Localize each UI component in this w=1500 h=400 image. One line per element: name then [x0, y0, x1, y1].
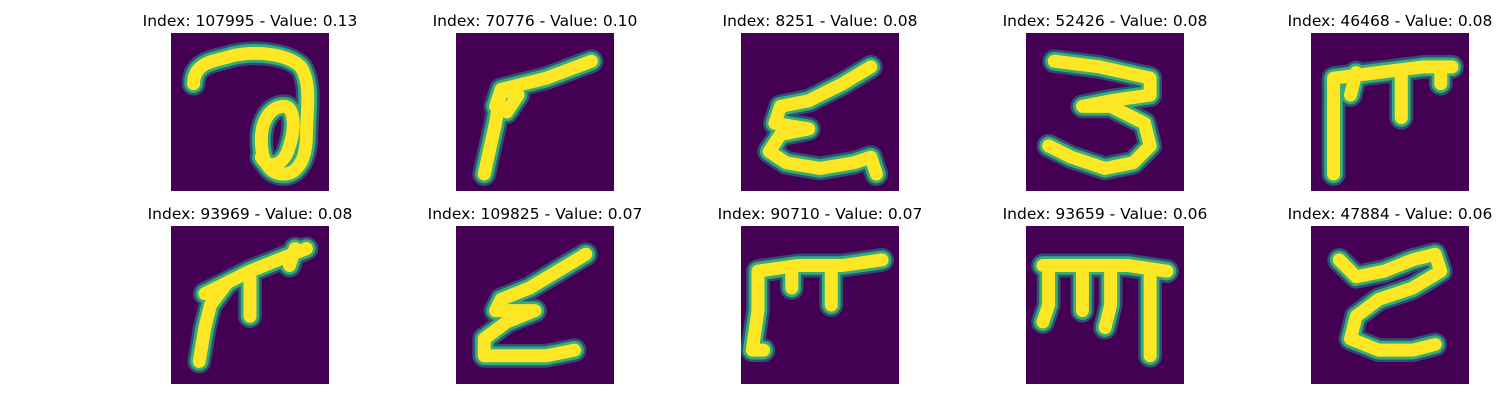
- stroke-core: [477, 54, 598, 181]
- panel-10: Index: 47884 - Value: 0.06: [1260, 204, 1500, 394]
- panel-8: Index: 90710 - Value: 0.07: [690, 204, 950, 394]
- stroke-core: [1332, 247, 1448, 357]
- stroke-core: [1042, 54, 1157, 175]
- stroke-core: [762, 60, 883, 181]
- panel-7: Index: 109825 - Value: 0.07: [405, 204, 665, 394]
- panel-3: Index: 8251 - Value: 0.08: [690, 11, 950, 201]
- stroke-core: [192, 242, 313, 368]
- panel-6: Index: 93969 - Value: 0.08: [120, 204, 380, 394]
- panel-title: Index: 8251 - Value: 0.08: [722, 12, 918, 30]
- panel-title: Index: 107995 - Value: 0.13: [142, 12, 358, 30]
- panel-title: Index: 52426 - Value: 0.08: [1002, 12, 1208, 30]
- panel-2: Index: 70776 - Value: 0.10: [405, 11, 665, 201]
- stroke-core: [187, 46, 315, 181]
- glyph-image: [456, 226, 614, 384]
- panel-title: Index: 70776 - Value: 0.10: [432, 12, 638, 30]
- panel-1: Index: 107995 - Value: 0.13: [120, 11, 380, 201]
- glyph-image: [1026, 33, 1184, 191]
- glyph-image: [456, 33, 614, 191]
- glyph-image: [171, 33, 329, 191]
- glyph-image: [1311, 33, 1469, 191]
- glyph-image: [741, 226, 899, 384]
- panel-title: Index: 109825 - Value: 0.07: [427, 205, 643, 223]
- panel-title: Index: 93969 - Value: 0.08: [147, 205, 353, 223]
- panel-4: Index: 52426 - Value: 0.08: [975, 11, 1235, 201]
- panel-5: Index: 46468 - Value: 0.08: [1260, 11, 1500, 201]
- stroke-core: [477, 247, 593, 363]
- panel-title: Index: 46468 - Value: 0.08: [1287, 12, 1493, 30]
- glyph-image: [741, 33, 899, 191]
- stroke-core: [745, 253, 889, 357]
- glyph-image: [1026, 226, 1184, 384]
- stroke-core: [1327, 60, 1459, 181]
- panel-title: Index: 47884 - Value: 0.06: [1287, 205, 1493, 223]
- stroke-core: [1036, 259, 1174, 363]
- glyph-image: [1311, 226, 1469, 384]
- panel-title: Index: 90710 - Value: 0.07: [717, 205, 923, 223]
- panel-title: Index: 93659 - Value: 0.06: [1002, 205, 1208, 223]
- glyph-image: [171, 226, 329, 384]
- panel-9: Index: 93659 - Value: 0.06: [975, 204, 1235, 394]
